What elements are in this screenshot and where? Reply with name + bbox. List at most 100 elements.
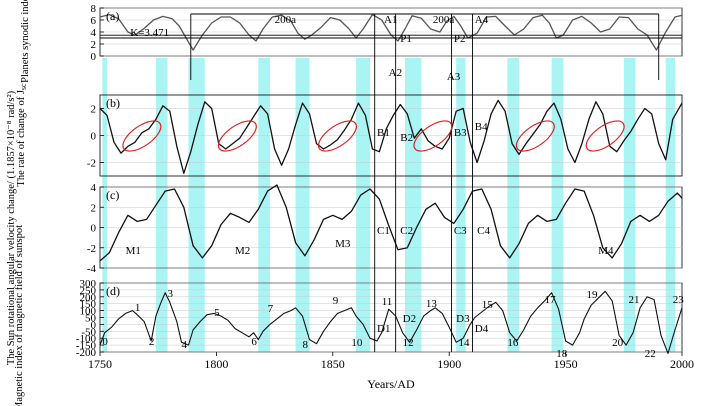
cycle-number: 14 xyxy=(459,337,471,349)
shaded-interval xyxy=(404,58,422,352)
marker-label: C2 xyxy=(400,225,413,237)
shaded-interval xyxy=(665,58,676,352)
minimum-label: M3 xyxy=(335,238,351,250)
highlight-ellipse xyxy=(217,120,257,152)
y-tick-label: 6 xyxy=(91,15,97,27)
cycle-number: 16 xyxy=(507,337,519,349)
y-tick-label: -150 xyxy=(76,340,97,352)
cycle-number: 21 xyxy=(628,294,639,306)
panel-label: (d) xyxy=(106,284,120,298)
y-tick-label: -100 xyxy=(76,333,97,345)
y-tick-label: 0 xyxy=(91,51,97,63)
highlight-ellipse xyxy=(585,120,625,152)
highlight-ellipse xyxy=(122,120,162,152)
highlight-ellipse xyxy=(413,120,453,152)
k-value-label: K=3.471 xyxy=(130,27,169,39)
marker-label: B4 xyxy=(475,121,488,133)
marker-label: D2 xyxy=(403,313,416,325)
cycle-number: 11 xyxy=(382,296,393,308)
y-tick-label: 300 xyxy=(80,278,97,290)
y-tick-label: 150 xyxy=(80,299,97,311)
cycle-number: 6 xyxy=(251,336,257,348)
data-line-panel-b xyxy=(99,99,683,174)
cycle-number: 5 xyxy=(214,307,220,319)
marker-label: P1 xyxy=(400,33,412,45)
marker-label: A3 xyxy=(447,71,461,83)
shaded-interval xyxy=(102,58,107,352)
marker-label: A1 xyxy=(384,14,397,26)
period-label: 200a xyxy=(433,14,455,26)
y-tick-label: -2 xyxy=(87,243,96,255)
y-tick-label: 200 xyxy=(80,292,97,304)
marker-label: A4 xyxy=(475,14,489,26)
marker-label: B1 xyxy=(377,127,390,139)
y-axis-title: The Sun rotational angular velocity chan… xyxy=(6,90,17,365)
minimum-label: M4 xyxy=(598,245,614,257)
cycle-number: 17 xyxy=(545,294,557,306)
cyan-shaded-intervals xyxy=(102,58,676,352)
vertical-marker-lines xyxy=(100,13,682,352)
marker-label: D1 xyxy=(377,323,390,335)
x-tick-label: 2000 xyxy=(670,357,694,371)
cycle-number: 18 xyxy=(556,348,568,360)
y-tick-label: 2 xyxy=(91,39,97,51)
shaded-interval xyxy=(623,58,636,352)
y-axis-title-subscript: sc xyxy=(19,83,28,90)
cycle-number: 2 xyxy=(149,336,155,348)
minimum-label: M1 xyxy=(126,245,141,257)
cycle-number: 15 xyxy=(482,299,494,311)
shaded-interval xyxy=(295,58,310,352)
shaded-interval xyxy=(188,58,205,352)
shaded-interval xyxy=(507,58,520,352)
cycle-number: 19 xyxy=(587,289,599,301)
y-tick-label: -4 xyxy=(87,263,97,275)
cycle-number: 8 xyxy=(303,339,309,351)
y-tick-label: 0 xyxy=(91,131,97,143)
cycle-number: 10 xyxy=(351,337,363,349)
highlight-ellipse xyxy=(515,120,555,152)
cycle-number: 22 xyxy=(645,348,656,360)
y-tick-label: 0 xyxy=(91,223,97,235)
marker-label: C3 xyxy=(454,225,467,237)
y-tick-label: 100 xyxy=(80,306,97,318)
marker-label: D3 xyxy=(456,313,470,325)
cycle-number: 3 xyxy=(168,288,174,300)
x-tick-label: 1900 xyxy=(437,357,461,371)
shaded-interval xyxy=(551,58,564,352)
annotation-shapes xyxy=(122,120,625,152)
marker-label: D4 xyxy=(475,323,489,335)
y-tick-label: 4 xyxy=(91,27,97,39)
cycle-number: 7 xyxy=(268,303,274,315)
axis-ticks xyxy=(99,7,683,356)
data-line-panel-d xyxy=(99,290,683,354)
y-tick-label: -2 xyxy=(87,158,96,170)
cycle-number: 13 xyxy=(426,298,438,310)
marker-label: C1 xyxy=(377,225,390,237)
shaded-interval xyxy=(456,58,466,352)
y-tick-label: 0 xyxy=(91,319,97,331)
y-tick-label: -200 xyxy=(76,347,97,359)
marker-label: A2 xyxy=(389,67,402,79)
x-tick-label: 1750 xyxy=(88,357,112,371)
y-axis-title: The rate of change of Jsc xyxy=(16,83,28,187)
cycle-number: 9 xyxy=(333,295,339,307)
y-tick-label: 50 xyxy=(85,313,97,325)
y-tick-label: 8 xyxy=(91,3,97,15)
panel-label: (a) xyxy=(106,9,119,23)
marker-label: C4 xyxy=(477,225,490,237)
shaded-interval xyxy=(356,58,371,352)
y-tick-label: 2 xyxy=(91,104,97,116)
highlight-ellipse xyxy=(317,120,357,152)
y-tick-label: 250 xyxy=(80,285,97,297)
shaded-interval xyxy=(258,58,270,352)
cycle-number: 12 xyxy=(403,337,414,349)
data-line-panel-c xyxy=(99,184,683,262)
x-tick-label: 1800 xyxy=(204,357,228,371)
x-axis-title: Years/AD xyxy=(367,377,415,391)
marker-label: B3 xyxy=(454,127,467,139)
cycle-number: 4 xyxy=(181,339,187,351)
shaded-interval xyxy=(155,58,168,352)
y-axis-title: Magnetic index of magnetic field of suns… xyxy=(14,225,25,406)
